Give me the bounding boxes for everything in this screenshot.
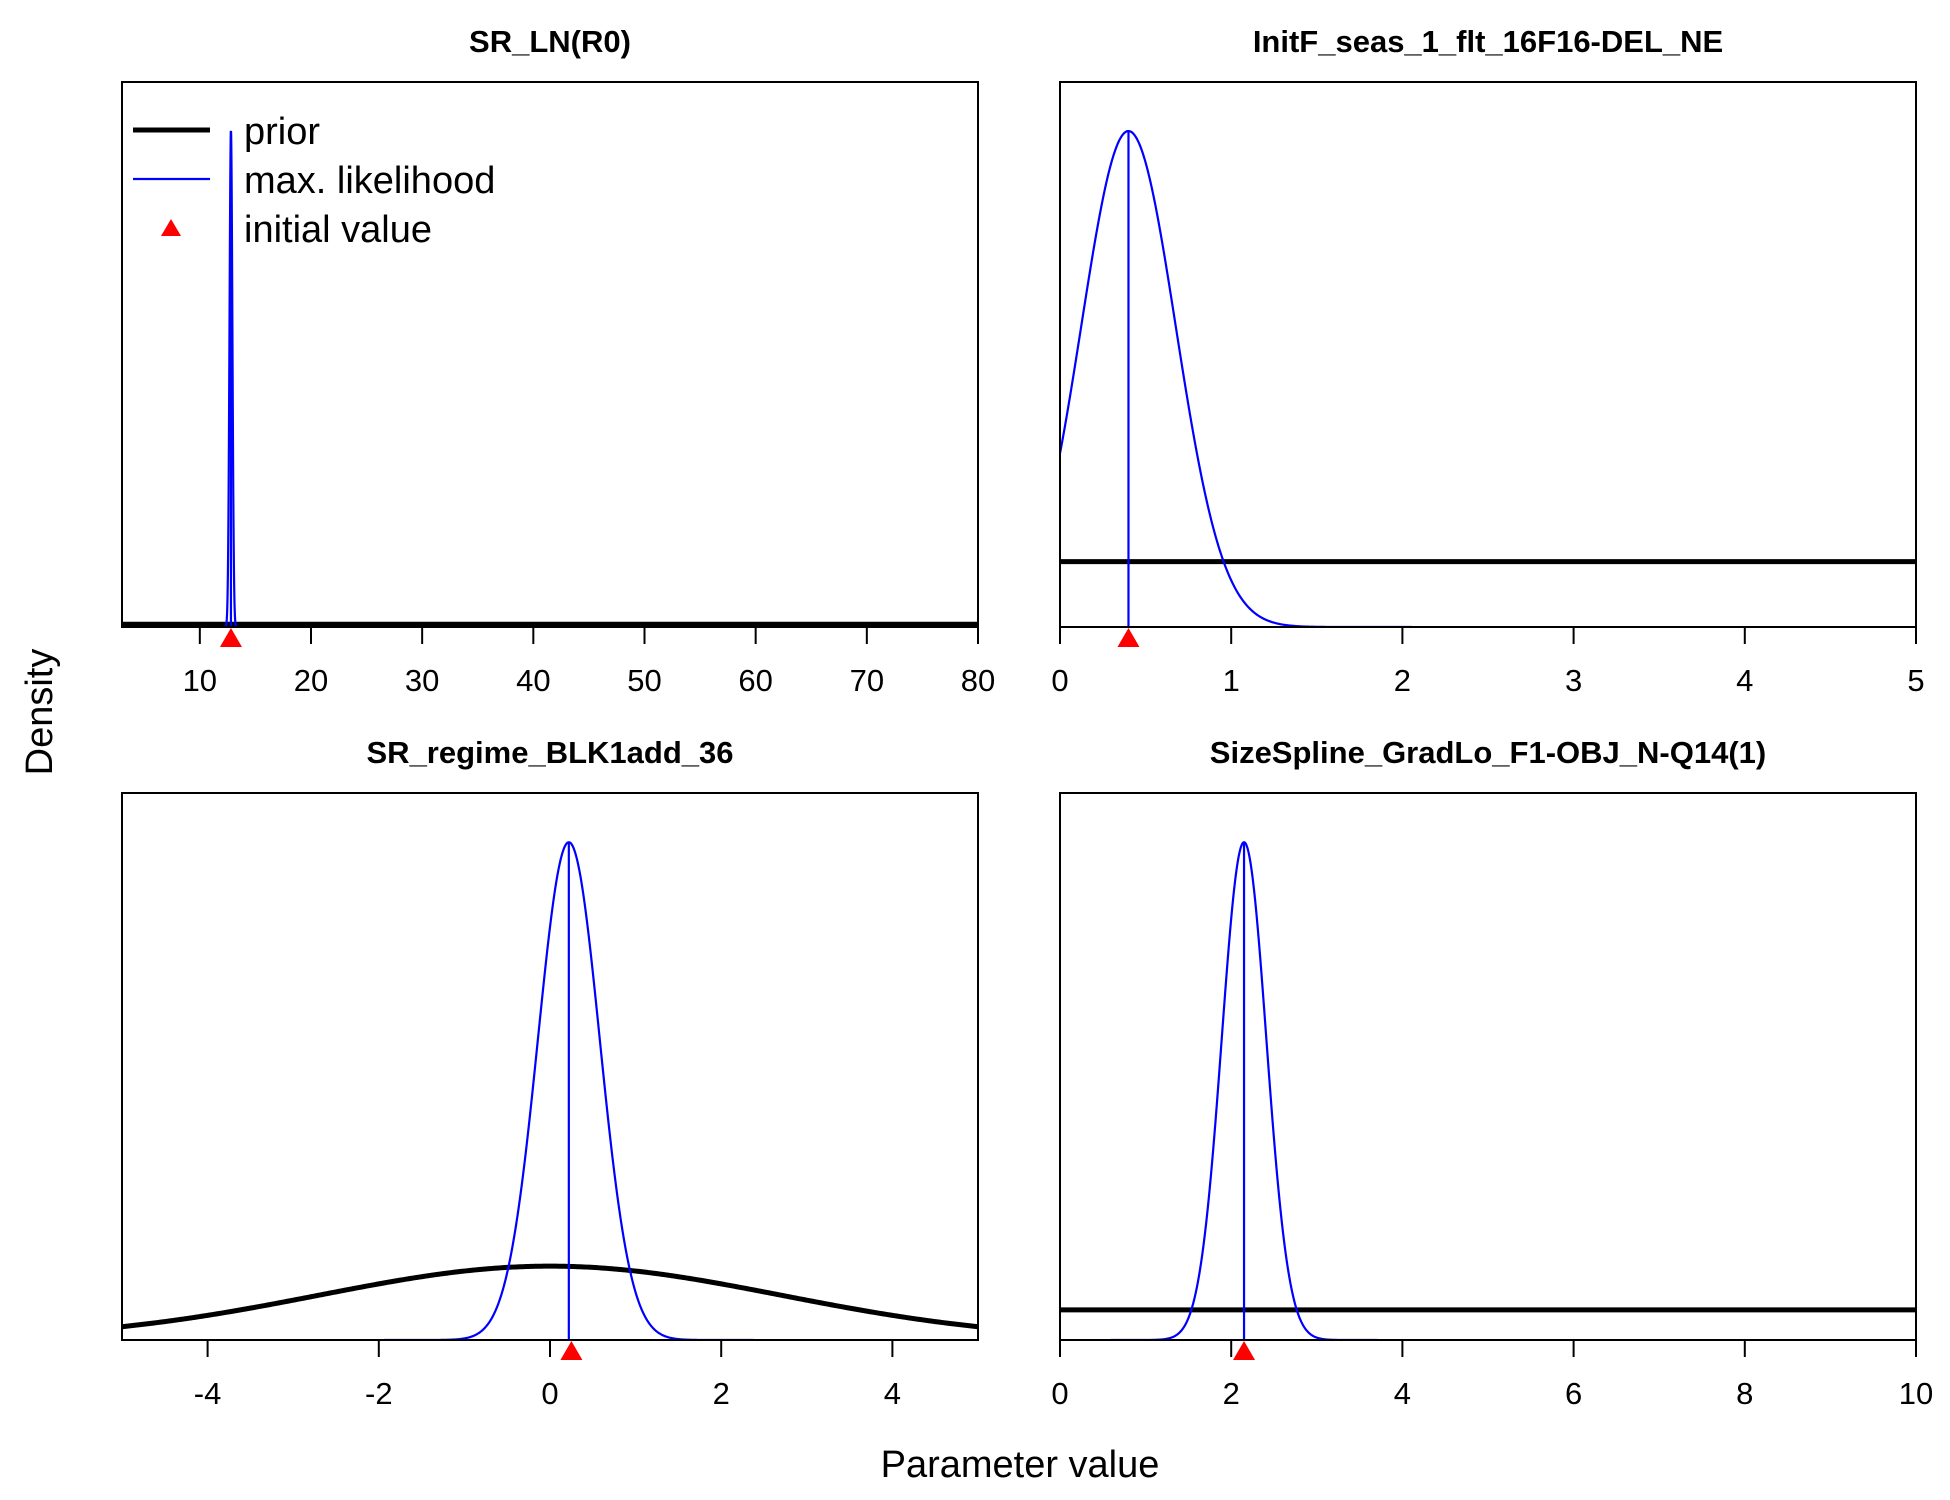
x-tick-label: 10 xyxy=(1899,1376,1933,1411)
x-tick-label: 5 xyxy=(1907,663,1924,698)
x-tick-label: 4 xyxy=(1394,1376,1411,1411)
x-tick-label: 4 xyxy=(1736,663,1753,698)
plot-frame xyxy=(1059,792,1917,1341)
x-tick-label: 0 xyxy=(541,1376,558,1411)
panel-1: SR_LN(R0) 10 20 30 40 50 60 70 80 xyxy=(121,24,995,698)
legend: prior max. likelihood initial value xyxy=(133,111,495,251)
x-tick-label: 2 xyxy=(713,1376,730,1411)
x-tick-label: 0 xyxy=(1051,663,1068,698)
x-tick-label: 40 xyxy=(516,663,550,698)
x-tick-label: 2 xyxy=(1394,663,1411,698)
x-tick-label: 6 xyxy=(1565,1376,1582,1411)
x-tick-label: 70 xyxy=(850,663,884,698)
initial-value-marker xyxy=(1233,1341,1256,1360)
legend-label: initial value xyxy=(244,209,432,251)
plot-frame xyxy=(1059,81,1917,628)
mle-curve xyxy=(1060,129,1412,627)
x-tick-label: 0 xyxy=(1051,1376,1068,1411)
x-tick-label: 30 xyxy=(405,663,439,698)
legend-initial-swatch xyxy=(161,219,181,236)
x-tick-label: 3 xyxy=(1565,663,1582,698)
x-axis: -4 -2 0 2 4 xyxy=(194,1339,901,1411)
x-axis: 0 1 2 3 4 5 xyxy=(1051,626,1925,698)
legend-label: max. likelihood xyxy=(244,160,495,202)
y-axis-label: Density xyxy=(19,649,61,776)
x-tick-label: 10 xyxy=(183,663,217,698)
prior-curve xyxy=(122,1263,978,1330)
panel-title: SizeSpline_GradLo_F1-OBJ_N-Q14(1) xyxy=(1210,735,1766,770)
x-axis: 10 20 30 40 50 60 70 80 xyxy=(183,626,995,698)
x-axis: 0 2 4 6 8 10 xyxy=(1051,1339,1933,1411)
x-tick-label: 2 xyxy=(1223,1376,1240,1411)
plot-area xyxy=(1060,129,1916,627)
x-tick-label: 60 xyxy=(738,663,772,698)
x-tick-label: 4 xyxy=(884,1376,901,1411)
legend-label: prior xyxy=(244,111,320,153)
panels: SR_LN(R0)10 20 30 40 50 60 70 80InitF_seas_1_fl… xyxy=(121,24,1933,1411)
panel-title: SR_LN(R0) xyxy=(469,24,631,59)
x-tick-label: 1 xyxy=(1223,663,1240,698)
initial-value-marker xyxy=(1117,628,1140,647)
plot-area xyxy=(122,841,978,1340)
x-tick-label: 8 xyxy=(1736,1376,1753,1411)
panel-2: InitF_seas_1_flt_16F16-DEL_NE 0 1 2 3 4 5 xyxy=(1051,24,1924,698)
x-tick-label: 20 xyxy=(294,663,328,698)
panel-3: SR_regime_BLK1add_36 -4 -2 0 2 4 xyxy=(121,735,979,1411)
x-axis-label: Parameter value xyxy=(881,1444,1160,1486)
plot-area xyxy=(1060,841,1916,1340)
plot-area xyxy=(122,130,978,627)
x-tick-label: 50 xyxy=(627,663,661,698)
x-tick-label: 80 xyxy=(961,663,995,698)
panel-title: InitF_seas_1_flt_16F16-DEL_NE xyxy=(1253,24,1723,59)
panel-title: SR_regime_BLK1add_36 xyxy=(367,735,734,770)
x-tick-label: -2 xyxy=(365,1376,393,1411)
x-tick-label: -4 xyxy=(194,1376,222,1411)
initial-value-marker xyxy=(219,628,242,647)
plot-frame xyxy=(121,792,979,1341)
initial-value-marker xyxy=(560,1341,583,1360)
panel-4: SizeSpline_GradLo_F1-OBJ_N-Q14(1) 0 2 4 6 8 10 xyxy=(1051,735,1933,1411)
